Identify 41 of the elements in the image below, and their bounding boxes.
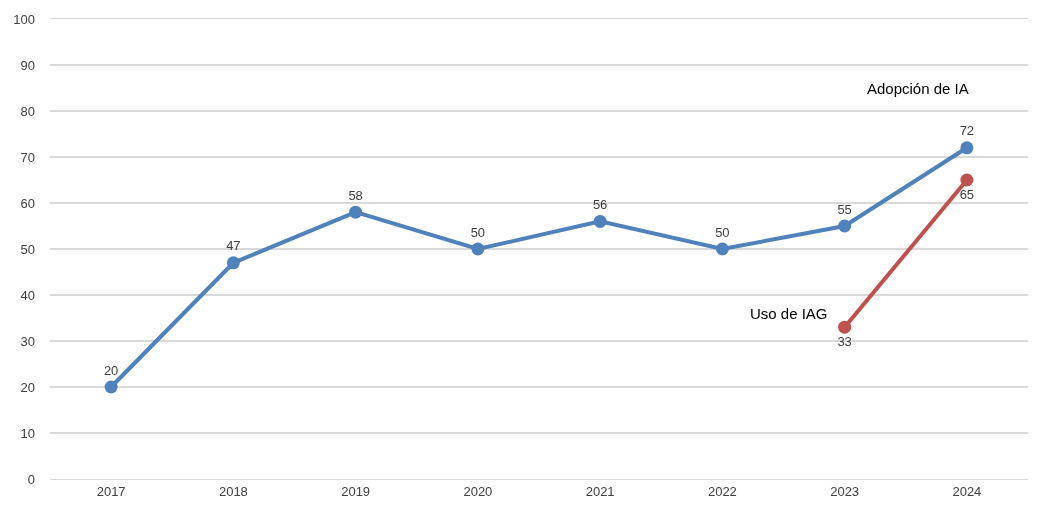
data-label: 50 [470, 224, 486, 240]
x-tick-label: 2024 [952, 483, 982, 499]
point [715, 242, 729, 256]
x-tick-label: 2023 [830, 483, 860, 499]
data-label: 72 [959, 123, 975, 139]
data-label: 55 [837, 201, 852, 217]
y-tick-label: 100 [13, 11, 35, 27]
y-tick-label: 10 [20, 425, 35, 441]
y-tick-label: 50 [20, 241, 35, 257]
series-label: Uso de IAG [750, 305, 828, 322]
y-tick-label: 30 [20, 333, 35, 349]
point [104, 380, 118, 394]
y-tick-label: 20 [20, 379, 35, 395]
text: Adopción de IA [867, 80, 969, 97]
data-label: 65 [959, 186, 975, 202]
point [960, 173, 974, 187]
point [471, 242, 485, 256]
x-tick-label: 2022 [707, 483, 737, 499]
y-tick-label: 80 [20, 103, 35, 119]
x-tick-label: 2017 [96, 483, 126, 499]
point [838, 219, 852, 233]
x-tick-label: 2020 [463, 483, 493, 499]
point [349, 205, 363, 219]
y-tick-label: 60 [20, 195, 35, 211]
data-label: 47 [226, 238, 241, 254]
point [593, 214, 607, 228]
data-label: 58 [348, 187, 363, 203]
y-tick-label: 40 [20, 287, 35, 303]
y-tick-label: 70 [20, 149, 35, 165]
y-tick-label: 0 [27, 471, 35, 487]
point [960, 141, 974, 155]
x-tick-label: 2021 [585, 483, 615, 499]
data-label: 33 [837, 334, 852, 350]
point [226, 256, 240, 270]
x-tick-label: 2018 [218, 483, 248, 499]
x-tick-label: 2019 [341, 483, 371, 499]
data-label: 56 [592, 197, 608, 213]
point [838, 320, 852, 334]
data-label: 20 [103, 362, 119, 378]
y-tick-label: 90 [20, 57, 35, 73]
data-label: 50 [715, 224, 730, 240]
